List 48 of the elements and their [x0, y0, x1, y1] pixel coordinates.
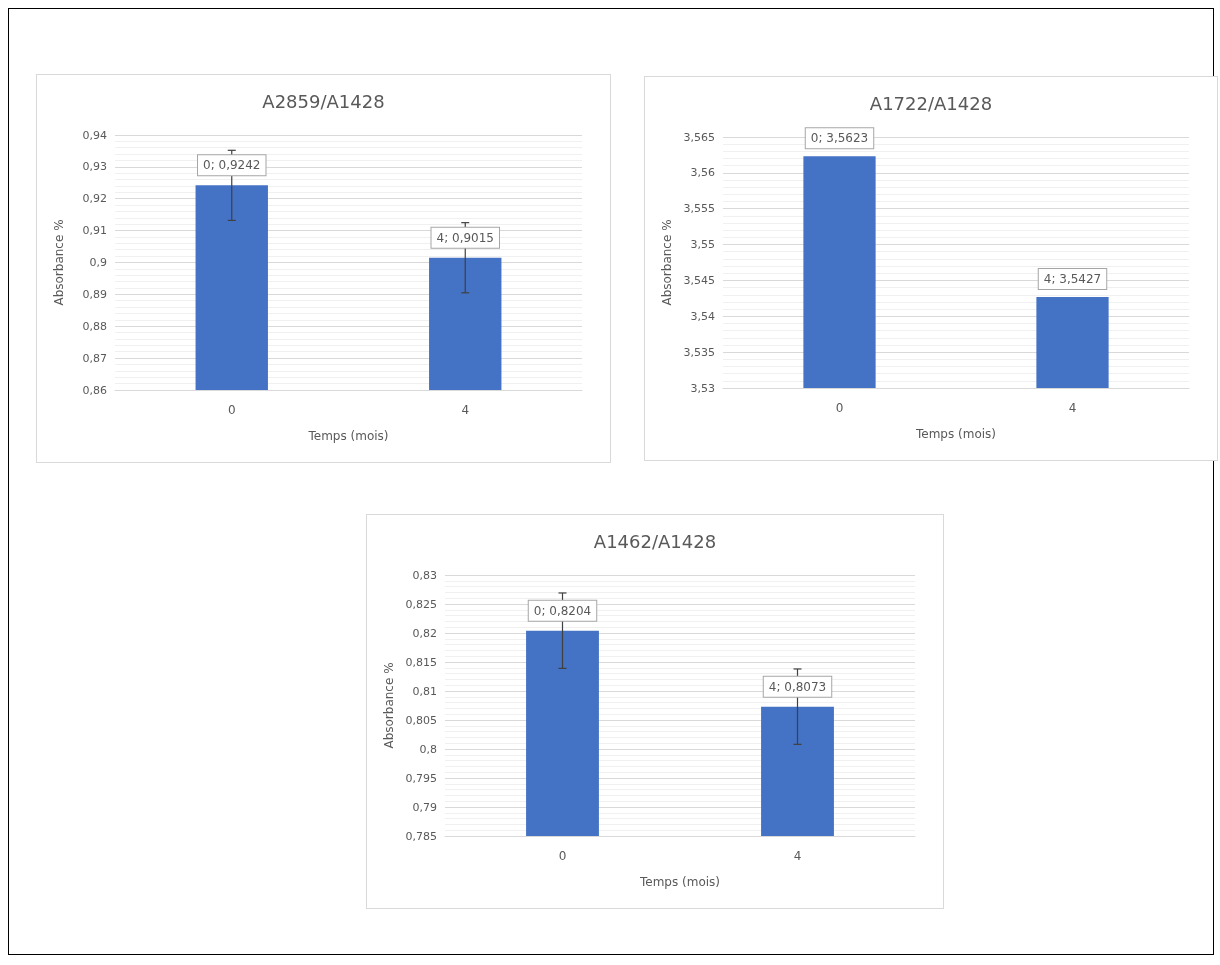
- x-axis-title: Temps (mois): [307, 429, 389, 443]
- y-tick-label: 0,8: [419, 742, 437, 756]
- data-label: 4; 3,5427: [1043, 271, 1102, 286]
- y-tick-label: 0,87: [82, 351, 107, 365]
- y-tick-label: 0,795: [405, 771, 437, 785]
- y-tick-label: 0,82: [412, 626, 437, 640]
- y-tick-label: 0,815: [405, 655, 437, 669]
- x-tick-label: 4: [461, 403, 470, 417]
- y-tick-label: 0,83: [412, 568, 437, 582]
- x-tick-label: 4: [793, 849, 802, 863]
- y-tick-label: 0,88: [82, 319, 107, 333]
- x-axis-title: Temps (mois): [638, 875, 721, 889]
- y-tick-label: 0,9: [89, 256, 107, 269]
- x-tick-label: 0: [835, 401, 844, 415]
- data-label: 4; 0,8073: [768, 679, 827, 694]
- y-axis-title: Absorbance %: [381, 662, 396, 749]
- y-tick-label: 3,545: [683, 273, 715, 287]
- y-axis-title: Absorbance %: [659, 219, 674, 306]
- y-tick-label: 0,805: [405, 713, 437, 727]
- y-tick-label: 0,89: [82, 287, 107, 301]
- x-tick-label: 0: [227, 403, 236, 417]
- data-label: 4; 0,9015: [436, 230, 494, 245]
- x-tick-label: 4: [1068, 401, 1077, 415]
- y-tick-label: 0,94: [82, 128, 107, 142]
- data-label: 0; 0,8204: [533, 603, 592, 618]
- y-tick-label: 0,825: [405, 597, 437, 611]
- y-axis-title: Absorbance %: [52, 219, 66, 306]
- data-label: 0; 0,9242: [203, 158, 261, 173]
- y-tick-label: 0,92: [82, 192, 107, 206]
- x-axis-title: Temps (mois): [914, 427, 997, 441]
- y-tick-label: 3,565: [683, 130, 715, 144]
- y-tick-label: 0,785: [405, 829, 437, 843]
- y-tick-label: 0,81: [412, 684, 437, 698]
- x-tick-label: 0: [558, 849, 567, 863]
- chart-title: A2859/A1428: [262, 90, 385, 112]
- y-tick-label: 3,56: [690, 166, 715, 180]
- y-tick-label: 0,79: [412, 800, 437, 814]
- y-tick-label: 0,91: [82, 224, 107, 238]
- y-tick-label: 3,54: [690, 309, 715, 323]
- chart-title: A1462/A1428: [593, 530, 717, 552]
- y-tick-label: 3,535: [683, 345, 715, 359]
- y-tick-label: 3,555: [683, 202, 715, 216]
- y-tick-label: 3,53: [690, 381, 715, 395]
- y-tick-label: 0,93: [82, 160, 107, 174]
- chart-title: A1722/A1428: [869, 92, 993, 114]
- data-label: 0; 3,5623: [810, 131, 869, 146]
- y-tick-label: 0,86: [82, 383, 107, 397]
- y-tick-label: 3,55: [690, 238, 715, 252]
